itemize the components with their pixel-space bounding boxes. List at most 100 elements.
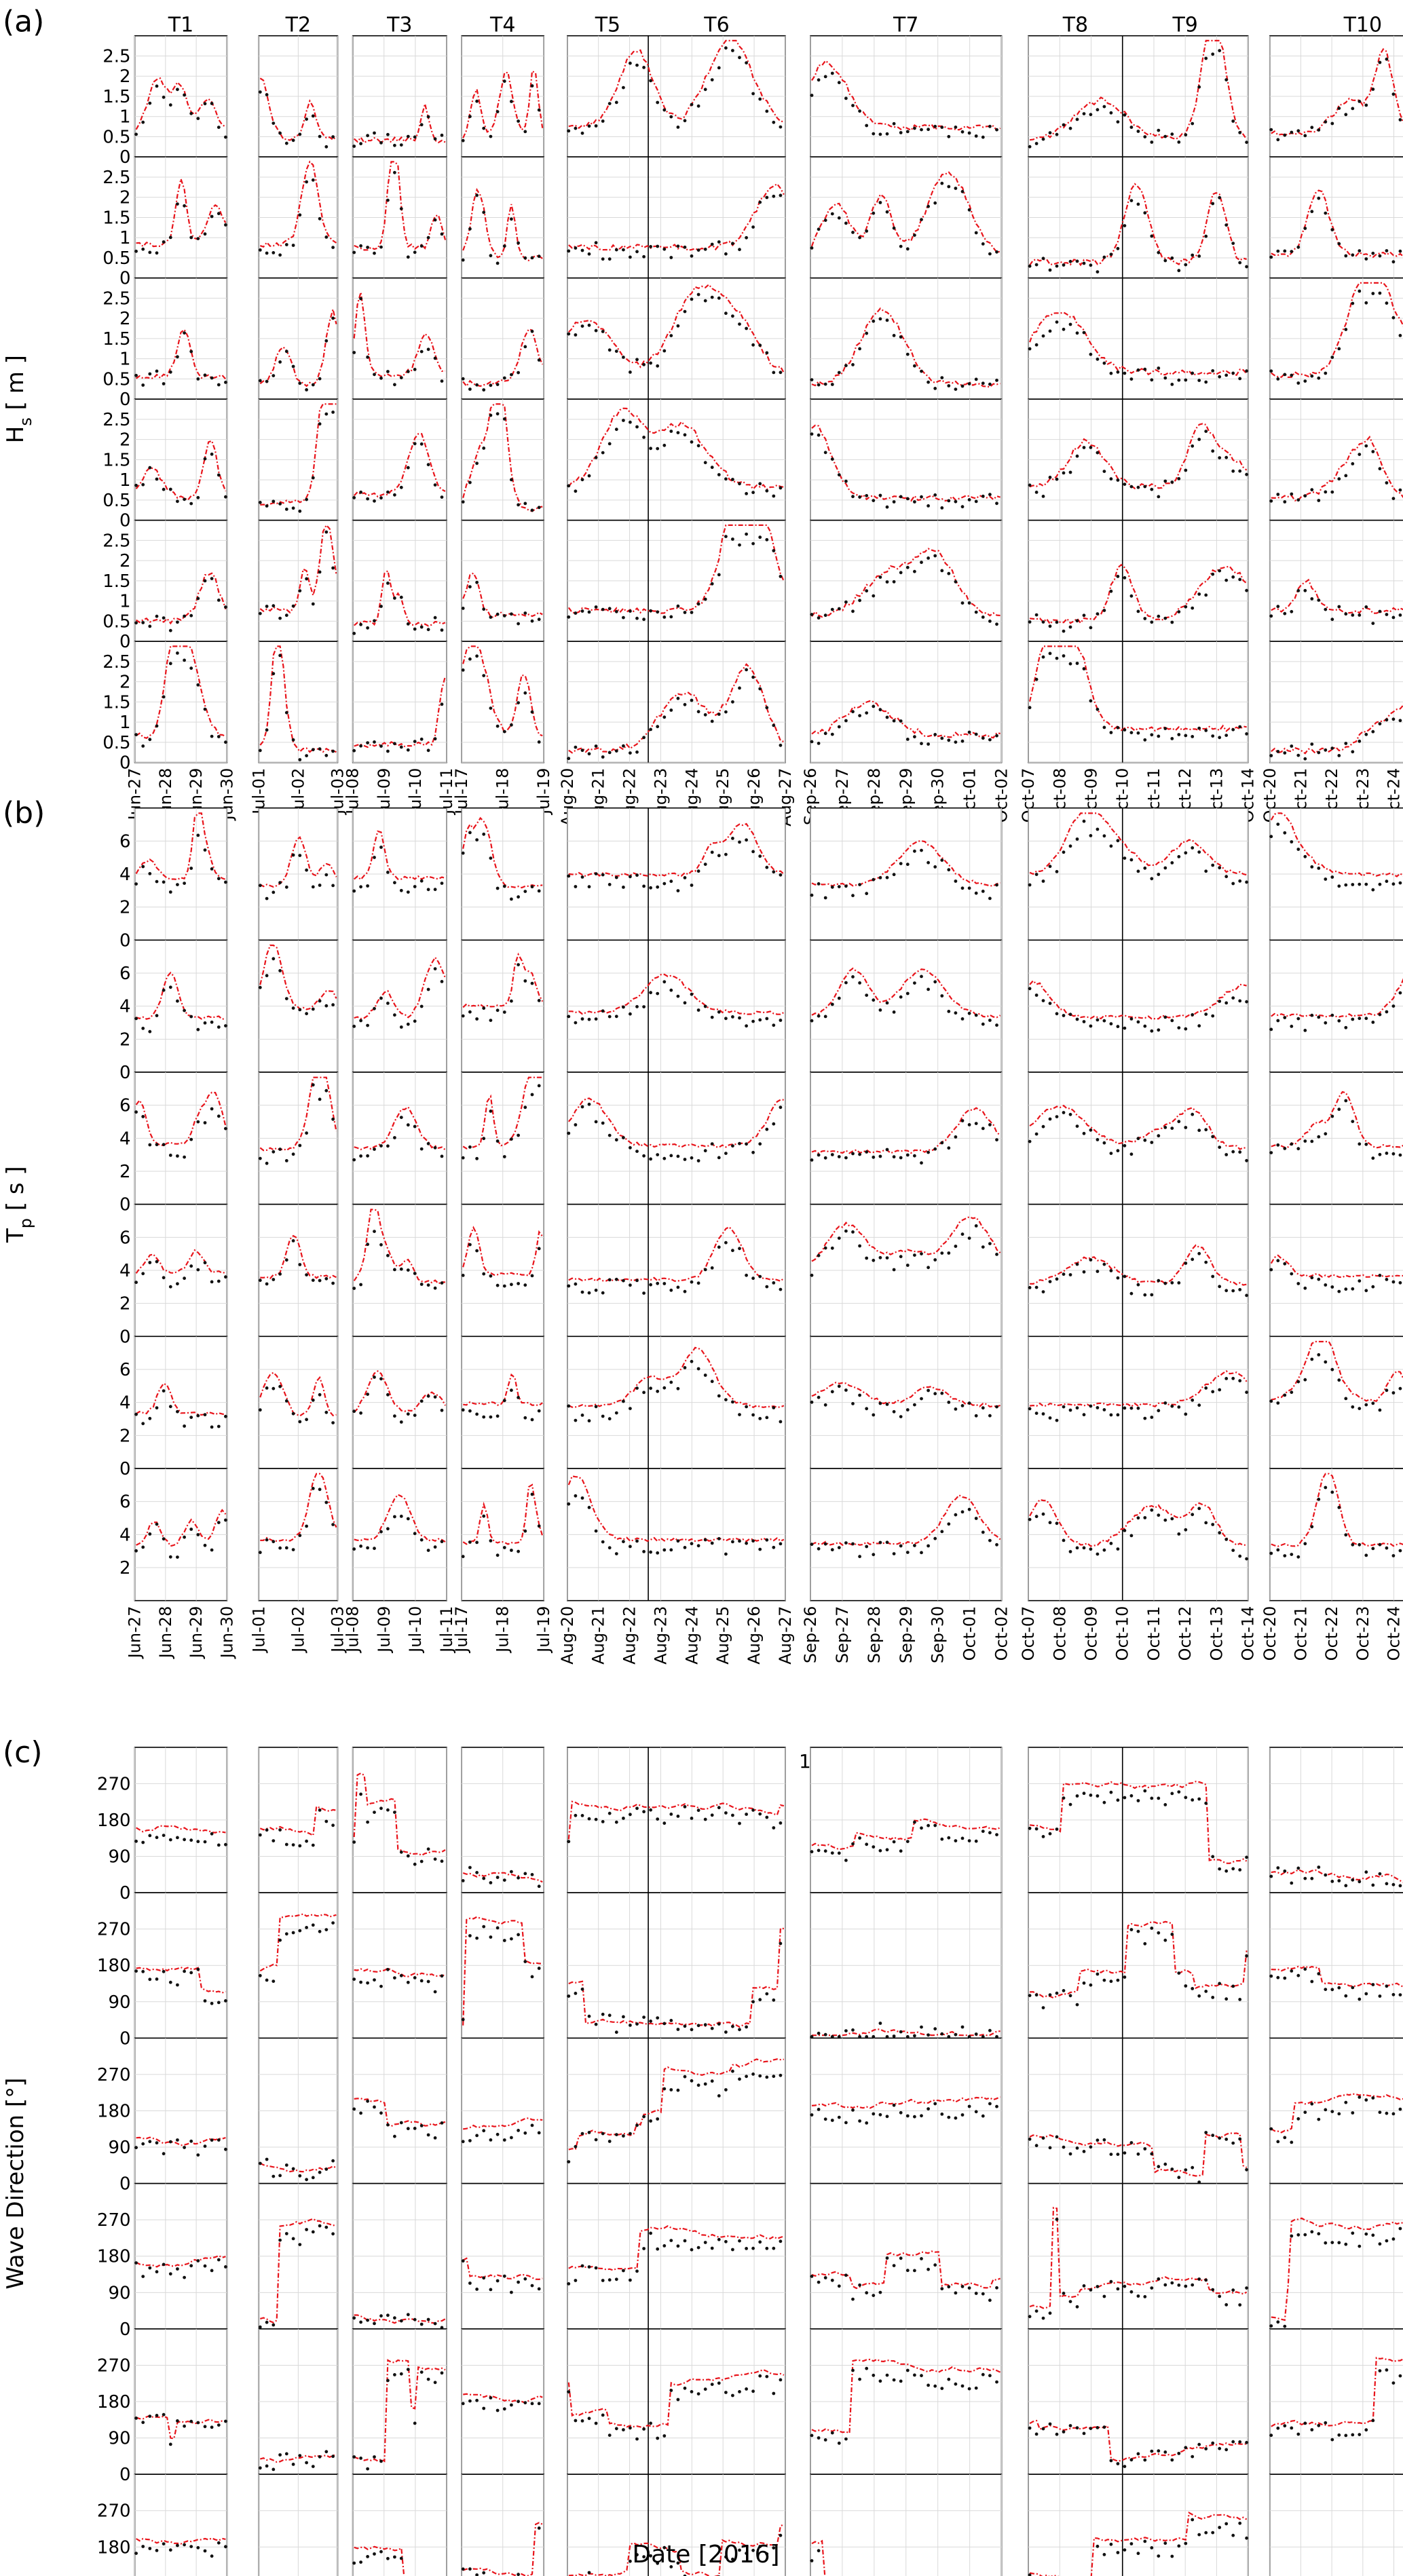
observation-point bbox=[837, 81, 841, 85]
observation-point bbox=[1337, 884, 1341, 888]
observation-point bbox=[1028, 2426, 1032, 2430]
observation-point bbox=[278, 131, 282, 135]
observation-point bbox=[905, 1264, 910, 1267]
model-series-line bbox=[462, 1483, 544, 1545]
observation-point bbox=[530, 1492, 534, 1496]
observation-point bbox=[905, 1153, 910, 1157]
observation-point bbox=[1082, 1020, 1086, 1023]
observation-point bbox=[148, 1977, 152, 1982]
observation-point bbox=[1231, 1549, 1235, 1553]
observation-point bbox=[305, 1131, 308, 1135]
observation-point bbox=[1163, 1938, 1167, 1942]
observation-point bbox=[967, 1401, 971, 1405]
observation-point bbox=[210, 214, 214, 219]
observation-point bbox=[594, 1017, 598, 1021]
observation-point bbox=[359, 2320, 362, 2324]
subplot-frame bbox=[567, 2474, 786, 2576]
observation-point bbox=[865, 993, 869, 997]
observation-point bbox=[468, 831, 472, 835]
model-series-line bbox=[135, 812, 226, 881]
observation-point bbox=[311, 2176, 315, 2180]
observation-point bbox=[905, 1551, 910, 1555]
observation-point bbox=[1034, 1827, 1039, 1831]
observation-point bbox=[311, 114, 315, 118]
x-tick-label: Oct-07 bbox=[1019, 1606, 1038, 1661]
observation-point bbox=[574, 2279, 578, 2282]
observation-point bbox=[419, 2370, 424, 2374]
observation-point bbox=[168, 628, 172, 632]
observation-point bbox=[1184, 133, 1188, 137]
observation-point bbox=[1082, 1270, 1086, 1274]
observation-point bbox=[913, 364, 916, 368]
observation-point bbox=[1177, 610, 1181, 613]
observation-point bbox=[495, 383, 500, 386]
observation-point bbox=[865, 892, 869, 896]
observation-point bbox=[1290, 744, 1294, 748]
model-series-line bbox=[135, 572, 227, 625]
observation-point bbox=[1283, 1016, 1287, 1019]
observation-point bbox=[567, 1502, 571, 1506]
observation-point bbox=[1163, 1518, 1167, 1522]
observation-point bbox=[601, 2413, 605, 2417]
observation-point bbox=[710, 466, 714, 470]
observation-point bbox=[482, 2129, 486, 2133]
observation-point bbox=[988, 124, 992, 128]
observation-point bbox=[141, 2421, 145, 2425]
observation-point bbox=[710, 582, 714, 586]
observation-point bbox=[960, 2384, 965, 2388]
observation-point bbox=[851, 2108, 855, 2112]
observation-point bbox=[622, 1399, 625, 1403]
observation-point bbox=[461, 2402, 465, 2406]
observation-point bbox=[810, 94, 814, 97]
x-tick-label: Aug-22 bbox=[620, 1606, 639, 1665]
observation-point bbox=[905, 352, 910, 356]
observation-point bbox=[995, 501, 998, 506]
observation-point bbox=[475, 2573, 479, 2576]
observation-point bbox=[724, 1017, 728, 1021]
subplot bbox=[352, 35, 447, 157]
observation-point bbox=[373, 2552, 376, 2556]
observation-point bbox=[134, 1017, 138, 1021]
observation-point bbox=[510, 1870, 513, 1874]
observation-point bbox=[1157, 734, 1161, 738]
observation-point bbox=[974, 1013, 978, 1017]
observation-point bbox=[530, 1418, 534, 1422]
observation-point bbox=[217, 735, 221, 738]
observation-point bbox=[224, 381, 227, 384]
observation-point bbox=[817, 383, 821, 387]
observation-point bbox=[810, 2113, 814, 2117]
observation-point bbox=[148, 2547, 152, 2550]
observation-point bbox=[1102, 725, 1106, 730]
model-series-line bbox=[1029, 1370, 1248, 1408]
observation-point bbox=[440, 980, 444, 983]
model-series-line bbox=[462, 187, 543, 262]
observation-point bbox=[947, 1836, 951, 1840]
observation-point bbox=[510, 999, 513, 1003]
model-series-line bbox=[1271, 1091, 1403, 1149]
observation-point bbox=[265, 1161, 269, 1165]
observation-point bbox=[683, 611, 687, 614]
subplot: 00.511.522.5 bbox=[102, 156, 228, 289]
observation-point bbox=[1218, 2136, 1222, 2140]
observation-point bbox=[1034, 263, 1039, 267]
observation-point bbox=[359, 744, 362, 748]
model-series-line bbox=[259, 1076, 337, 1152]
observation-point bbox=[1224, 875, 1229, 879]
observation-point bbox=[629, 751, 632, 755]
observation-point bbox=[823, 1015, 827, 1019]
y-tick-label: 4 bbox=[119, 1525, 131, 1545]
observation-point bbox=[1055, 1827, 1059, 1831]
observation-point bbox=[1317, 751, 1321, 755]
x-tick-label: Jul-08 bbox=[343, 1606, 362, 1654]
model-series-line bbox=[1029, 563, 1248, 626]
observation-point bbox=[1184, 1984, 1188, 1988]
observation-point bbox=[162, 2262, 166, 2267]
observation-point bbox=[703, 2082, 707, 2086]
observation-point bbox=[629, 1407, 632, 1411]
observation-point bbox=[649, 1550, 652, 1554]
observation-point bbox=[1028, 2315, 1032, 2319]
observation-point bbox=[1157, 873, 1161, 876]
observation-point bbox=[1123, 482, 1127, 486]
observation-point bbox=[1303, 1286, 1307, 1290]
